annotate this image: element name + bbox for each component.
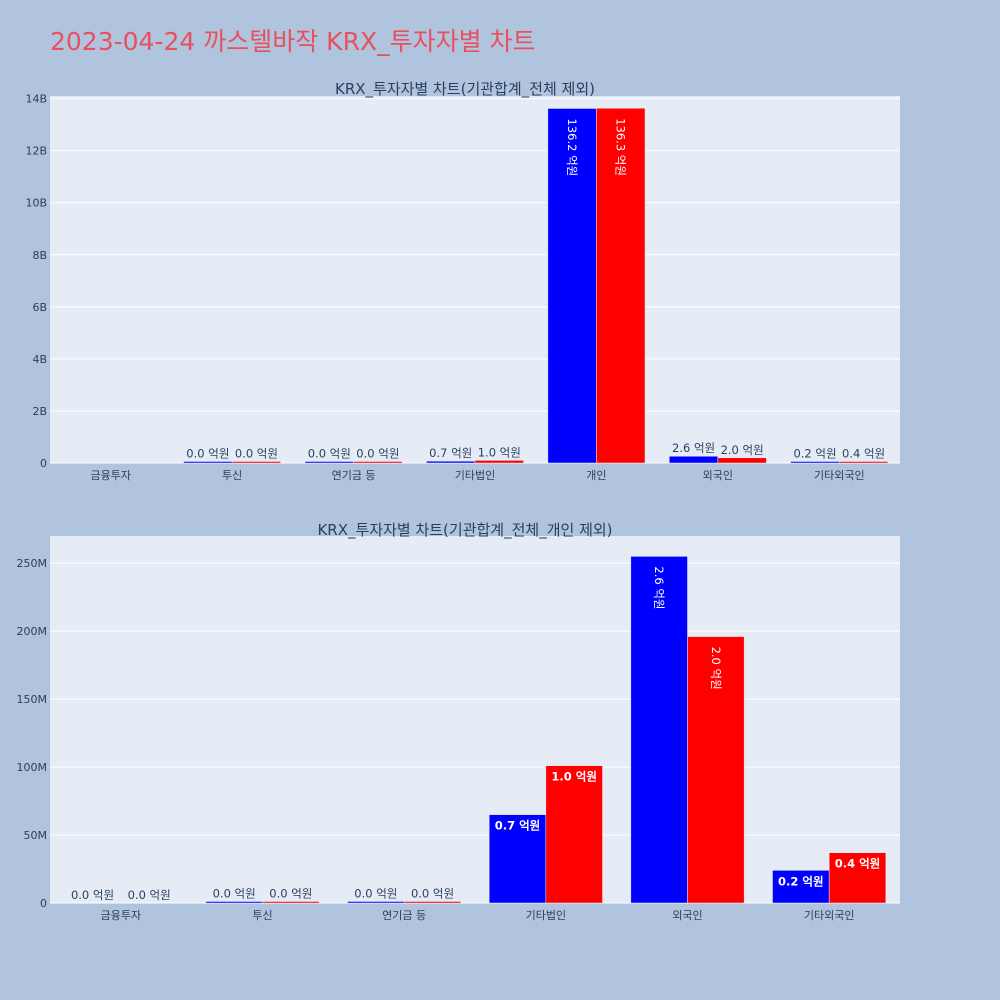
- bar-buy: [630, 556, 688, 904]
- page-title: 2023-04-24 까스텔바작 KRX_투자자별 차트: [50, 27, 536, 56]
- x-tick-label: 외국인: [703, 469, 733, 482]
- x-tick-label: 기타외국인: [804, 909, 855, 922]
- x-tick-label: 기타법인: [526, 909, 566, 922]
- y-tick-label: 10B: [25, 197, 47, 210]
- bar-sell: [474, 460, 524, 464]
- data-label: 0.7 억원: [429, 446, 472, 460]
- data-label: 0.0 억원: [235, 447, 278, 461]
- data-label: 0.2 억원: [793, 447, 836, 461]
- y-tick-label: 2B: [32, 405, 47, 418]
- bar-sell: [353, 461, 403, 464]
- x-tick-label: 연기금 등: [332, 469, 376, 482]
- x-tick-label: 투신: [222, 469, 242, 482]
- bar-buy: [347, 901, 405, 904]
- y-tick-label: 250M: [17, 557, 48, 570]
- x-tick-label: 기타법인: [455, 469, 495, 482]
- x-tick-label: 금융투자: [90, 469, 130, 482]
- y-tick-label: 4B: [32, 353, 47, 366]
- x-tick-label: 기타외국인: [814, 469, 865, 482]
- x-tick-label: 개인: [586, 469, 606, 482]
- data-label: 0.0 억원: [269, 887, 312, 901]
- plot-area: [50, 536, 900, 903]
- bar-sell: [828, 852, 887, 904]
- bar-sell: [717, 457, 767, 464]
- data-label: 2.0 억원: [709, 647, 723, 690]
- data-label: 2.6 억원: [672, 441, 715, 455]
- chart-title: KRX_투자자별 차트(기관합계_전체 제외): [335, 80, 595, 99]
- data-label: 0.0 억원: [128, 888, 171, 902]
- bar-sell: [262, 901, 320, 904]
- x-tick-label: 금융투자: [101, 909, 141, 922]
- data-label: 0.0 억원: [354, 887, 397, 901]
- data-label: 0.7 억원: [495, 819, 541, 833]
- y-tick-label: 12B: [25, 145, 47, 158]
- data-label: 1.0 억원: [551, 770, 597, 784]
- y-tick-label: 0: [40, 457, 47, 470]
- data-label: 0.0 억원: [356, 447, 399, 461]
- y-tick-label: 14B: [25, 93, 47, 106]
- y-tick-label: 0: [40, 897, 47, 910]
- data-label: 0.0 억원: [186, 447, 229, 461]
- x-tick-label: 투신: [252, 909, 272, 922]
- x-tick-label: 외국인: [672, 909, 702, 922]
- data-label: 0.0 억원: [411, 887, 454, 901]
- chart-top: KRX_투자자별 차트(기관합계_전체 제외) 0 2B 4B 6B 8B 10B 12B 14…: [25, 80, 900, 482]
- data-label: 0.4 억원: [835, 857, 881, 871]
- y-tick-label: 8B: [32, 249, 47, 262]
- y-tick-label: 100M: [17, 761, 48, 774]
- chart-title: KRX_투자자별 차트(기관합계_전체_개인 제외): [317, 521, 612, 540]
- x-tick-label: 연기금 등: [382, 909, 426, 922]
- bar-sell: [596, 107, 646, 464]
- data-label: 2.6 억원: [652, 566, 666, 609]
- data-label: 0.2 억원: [778, 874, 824, 888]
- plot-area: [50, 96, 900, 463]
- data-label: 0.0 억원: [71, 888, 114, 902]
- bar-sell: [403, 901, 462, 904]
- bar-buy: [772, 870, 830, 904]
- y-tick-label: 50M: [24, 829, 48, 842]
- data-label: 0.0 억원: [308, 447, 351, 461]
- bar-sell: [687, 636, 745, 904]
- bar-sell: [839, 461, 889, 464]
- bar-sell: [231, 461, 281, 464]
- bar-sell: [545, 765, 603, 904]
- data-label: 1.0 억원: [478, 445, 521, 459]
- data-label: 136.2 억원: [565, 118, 579, 176]
- data-label: 136.3 억원: [614, 118, 628, 176]
- y-tick-label: 6B: [32, 301, 47, 314]
- bar-buy: [205, 901, 263, 904]
- bar-buy: [488, 814, 547, 904]
- y-tick-label: 200M: [17, 625, 48, 638]
- data-label: 0.4 억원: [842, 447, 885, 461]
- bar-buy: [547, 108, 597, 464]
- data-label: 0.0 억원: [213, 887, 256, 901]
- y-tick-label: 150M: [17, 693, 48, 706]
- data-label: 2.0 억원: [721, 443, 764, 457]
